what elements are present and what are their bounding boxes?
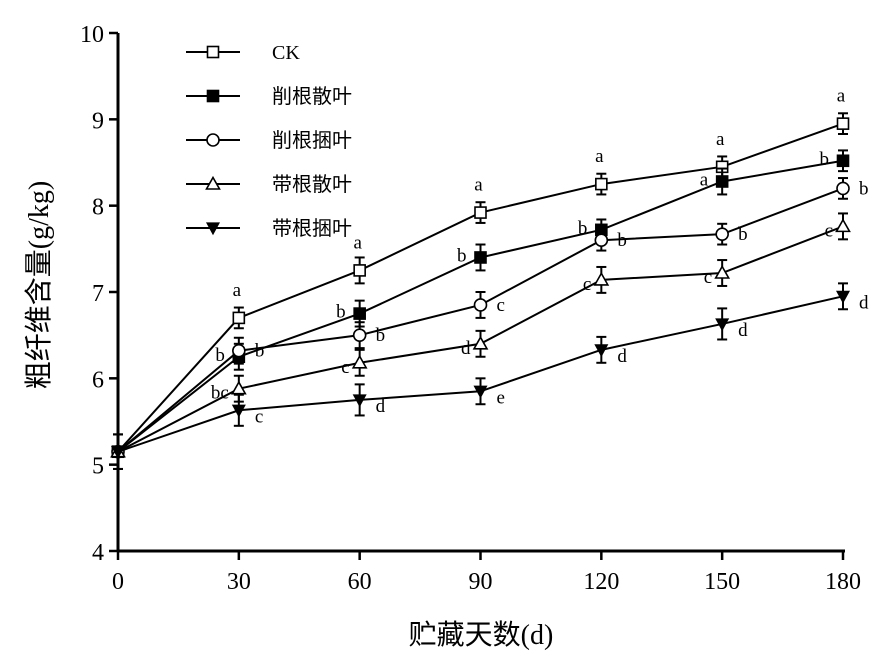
significance-label: b xyxy=(738,224,748,245)
significance-label: a xyxy=(700,169,709,190)
x-tick-label: 120 xyxy=(583,569,619,595)
significance-label: a xyxy=(233,280,242,301)
series-layer xyxy=(110,112,851,470)
y-tick-label: 9 xyxy=(92,108,104,134)
significance-label: c xyxy=(704,267,712,288)
y-tick-label: 4 xyxy=(92,540,104,566)
data-point xyxy=(593,271,610,286)
significance-label: a xyxy=(716,129,725,150)
series-3 xyxy=(111,177,850,470)
significance-label: b xyxy=(457,245,467,266)
legend-label: 削根散叶 xyxy=(272,85,352,108)
significance-label: c xyxy=(255,406,263,427)
data-point xyxy=(474,206,487,219)
legend-marker xyxy=(205,222,221,236)
significance-label: e xyxy=(497,387,505,408)
y-tick-label: 5 xyxy=(92,454,104,480)
data-point xyxy=(110,446,126,459)
y-tick-label: 8 xyxy=(92,195,104,221)
legend-marker xyxy=(206,133,220,147)
legend-item: 削根捆叶 xyxy=(186,129,352,152)
x-tick-label: 0 xyxy=(112,569,124,595)
legend-marker xyxy=(206,89,220,103)
data-point xyxy=(473,298,488,312)
x-axis-title: 贮藏天数(d) xyxy=(409,619,554,651)
data-point xyxy=(594,344,609,358)
data-point xyxy=(472,335,489,350)
x-tick-label: 30 xyxy=(227,569,251,595)
x-tick-label: 90 xyxy=(469,569,493,595)
y-tick-label: 6 xyxy=(92,367,104,393)
significance-label: b xyxy=(376,325,386,346)
significance-label: bc xyxy=(211,383,229,404)
legend-label: 带根捆叶 xyxy=(272,217,352,240)
significance-label: b xyxy=(336,302,346,323)
significance-label: b xyxy=(215,345,225,366)
legend-marker xyxy=(205,175,221,190)
data-point xyxy=(474,251,487,264)
significance-label: d xyxy=(617,346,627,367)
data-point xyxy=(353,307,366,320)
data-point xyxy=(594,233,609,247)
data-point xyxy=(230,380,247,395)
data-point xyxy=(835,218,851,233)
significance-label: d xyxy=(738,320,748,341)
significance-label: a xyxy=(595,146,604,167)
significance-label: d xyxy=(376,396,386,417)
data-point xyxy=(836,154,850,168)
significance-label: b xyxy=(617,230,627,251)
legend-label: CK xyxy=(272,42,300,64)
data-point xyxy=(715,227,729,241)
legend-item: 削根散叶 xyxy=(186,85,352,108)
x-tick-label: 180 xyxy=(825,569,861,595)
data-point xyxy=(352,328,367,342)
significance-label: a xyxy=(353,232,362,253)
significance-label: a xyxy=(474,175,483,196)
series-4 xyxy=(110,212,851,470)
significance-label: d xyxy=(461,338,471,359)
data-point xyxy=(232,343,246,358)
significance-label: c xyxy=(825,220,833,241)
significance-label: b xyxy=(859,178,869,199)
significance-label: b xyxy=(820,149,830,170)
legend-item: 带根散叶 xyxy=(186,173,352,196)
significance-label: b xyxy=(578,218,588,239)
legend-item: CK xyxy=(186,42,300,64)
series-5 xyxy=(110,282,851,470)
legend-label: 削根捆叶 xyxy=(272,129,352,152)
series-line xyxy=(117,295,844,453)
significance-label: c xyxy=(341,357,349,378)
data-point xyxy=(714,264,731,279)
legend-item: 带根捆叶 xyxy=(186,217,352,240)
x-tick-label: 60 xyxy=(348,569,372,595)
data-point xyxy=(715,175,729,188)
data-point xyxy=(352,394,367,408)
data-point xyxy=(232,311,246,325)
significance-label: c xyxy=(497,295,505,316)
y-axis-title: 粗纤维含量(g/kg) xyxy=(23,181,55,389)
significance-label: d xyxy=(859,292,869,313)
data-point xyxy=(353,264,366,277)
axes: 0 30 60 90 120 150 180 4 5 6 7 8 9 10 xyxy=(80,22,861,595)
data-point xyxy=(836,181,850,196)
data-point xyxy=(715,318,730,332)
data-point xyxy=(231,404,246,418)
significance-label: c xyxy=(583,274,591,295)
data-point xyxy=(351,354,368,369)
data-point xyxy=(473,385,488,399)
legend-marker xyxy=(206,45,220,59)
x-tick-label: 150 xyxy=(704,569,740,595)
y-tick-label: 10 xyxy=(80,22,104,48)
y-tick-label: 7 xyxy=(92,281,104,307)
legend-label: 带根散叶 xyxy=(272,173,352,196)
data-point xyxy=(836,117,850,130)
data-point xyxy=(835,290,851,304)
significance-label: b xyxy=(255,341,264,362)
data-point xyxy=(595,177,608,191)
significance-label: a xyxy=(837,86,846,107)
